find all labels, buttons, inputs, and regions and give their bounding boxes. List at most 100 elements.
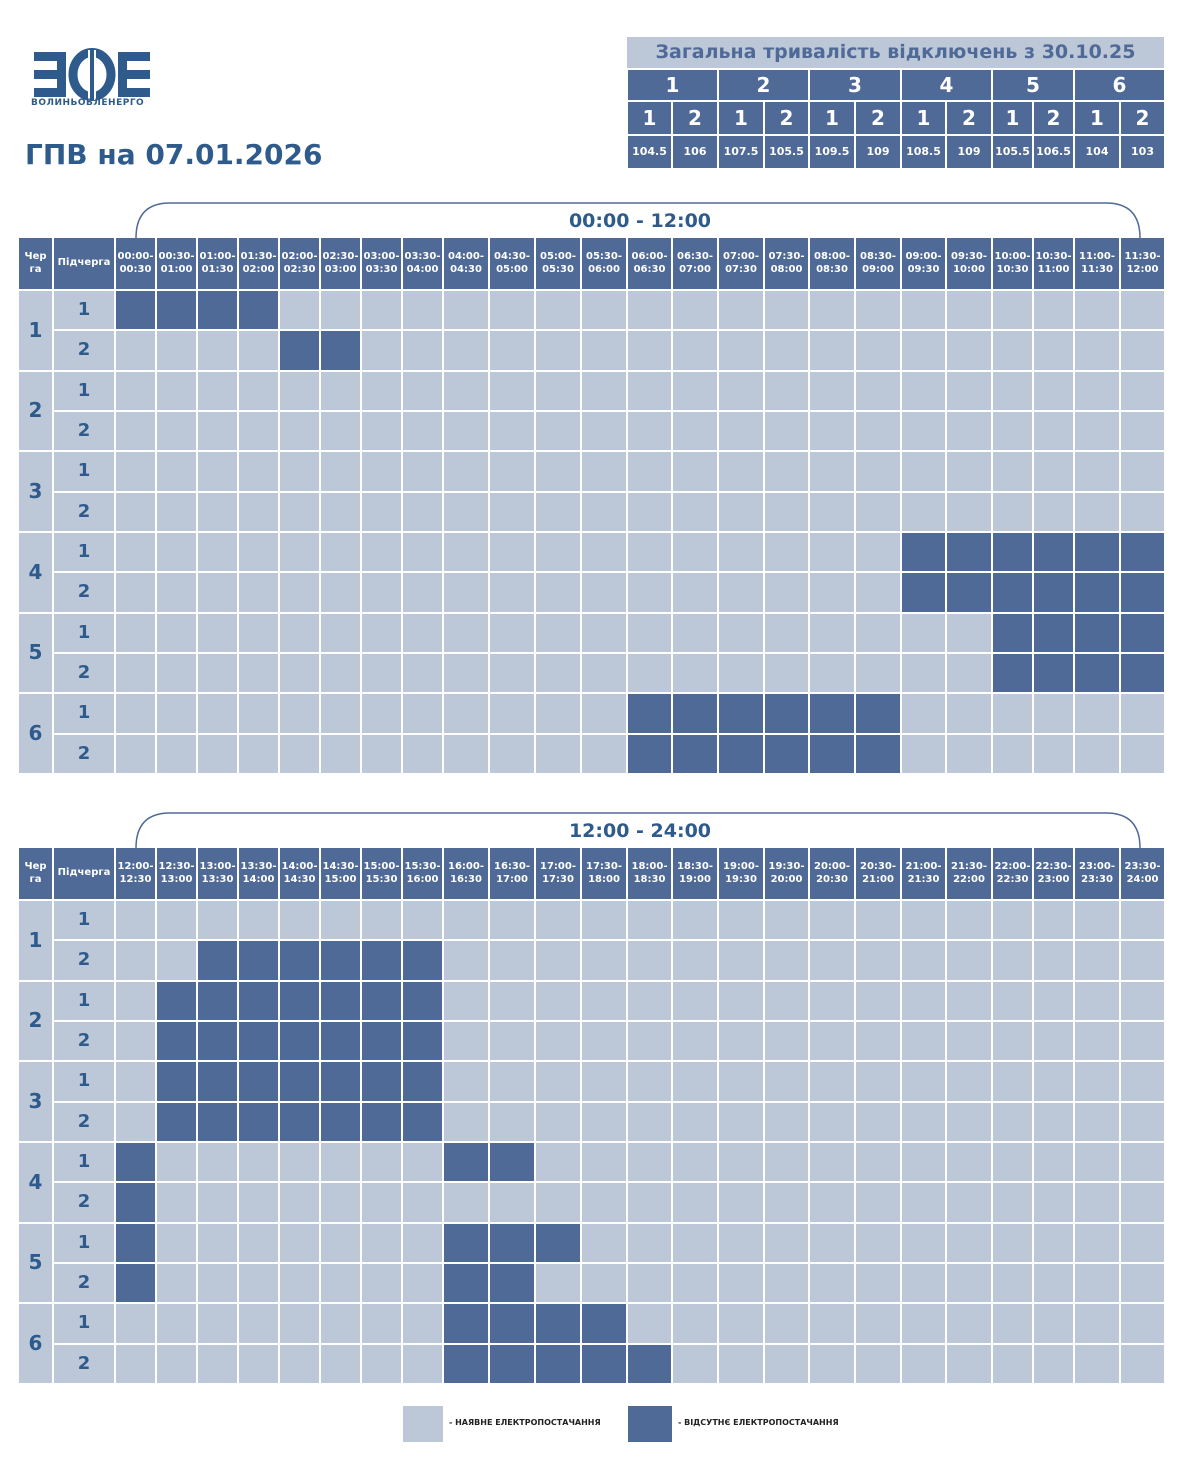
schedule-cell (157, 1183, 198, 1224)
schedule-cell (321, 1344, 362, 1385)
schedule-cell (582, 331, 628, 372)
time-header: 20:00- 20:30 (810, 848, 856, 901)
schedule-cell (321, 981, 362, 1022)
schedule-cell (1121, 1263, 1166, 1305)
schedule-cell (536, 411, 582, 453)
schedule-cell (490, 331, 536, 372)
schedule-cell (536, 694, 582, 735)
schedule-cell (628, 452, 673, 493)
schedule-cell (490, 734, 536, 775)
schedule-cell (1121, 411, 1166, 453)
subqueue-label: 1 (54, 1223, 116, 1264)
time-label: 10:00 (953, 263, 985, 275)
schedule-cell (856, 532, 902, 574)
schedule-cell (403, 901, 444, 942)
summary-subgroup: 1 (993, 102, 1034, 136)
schedule-cell (947, 573, 993, 614)
schedule-cell (673, 1142, 719, 1184)
summary-title: Загальна тривалість відключень з 30.10.2… (627, 37, 1166, 70)
time-label: 03:30- (404, 251, 441, 262)
schedule-cell (1121, 331, 1166, 372)
period-label: 12:00 - 24:00 (568, 820, 712, 842)
queue-label: 2 (19, 371, 54, 453)
schedule-cell (1075, 1344, 1121, 1385)
time-label: 06:30 (633, 263, 666, 275)
schedule-cell (362, 941, 403, 982)
schedule-cell (444, 1142, 490, 1184)
schedule-cell (1075, 1062, 1121, 1103)
schedule-cell (993, 1142, 1034, 1184)
subqueue-label: 1 (54, 1142, 116, 1184)
schedule-cell (490, 411, 536, 453)
schedule-cell (673, 901, 719, 942)
schedule-cell (1075, 452, 1121, 493)
schedule-cell (280, 941, 321, 982)
schedule-cell (856, 1102, 902, 1143)
schedule-cell (993, 331, 1034, 372)
schedule-cell (403, 1102, 444, 1143)
schedule-cell (116, 1142, 157, 1184)
schedule-cell (157, 452, 198, 493)
schedule-cell (1121, 613, 1166, 654)
schedule-cell (280, 1102, 321, 1143)
schedule-cell (856, 411, 902, 453)
schedule-cell (993, 291, 1034, 332)
schedule-cell (403, 1223, 444, 1264)
schedule-cell (1034, 1021, 1075, 1063)
schedule-cell (444, 291, 490, 332)
schedule-cell (280, 452, 321, 493)
schedule-cell (993, 694, 1034, 735)
time-label: 20:00 (770, 873, 803, 885)
time-label: 15:00 (324, 873, 357, 885)
schedule-cell (362, 981, 403, 1022)
schedule-cell (856, 1223, 902, 1264)
schedule-cell (856, 734, 902, 775)
schedule-cell (1034, 734, 1075, 775)
schedule-cell (719, 492, 765, 533)
schedule-cell (673, 1021, 719, 1063)
period-bracket (135, 812, 1141, 849)
schedule-cell (490, 1223, 536, 1264)
schedule-cell (1075, 941, 1121, 982)
subqueue-label: 2 (54, 734, 116, 775)
summary-hours: 104.5 (628, 136, 673, 170)
schedule-cell (628, 291, 673, 332)
schedule-cell (321, 1183, 362, 1224)
time-label: 16:00 (406, 873, 439, 885)
schedule-cell (628, 492, 673, 533)
schedule-cell (1034, 291, 1075, 332)
schedule-cell (1075, 1021, 1121, 1063)
schedule-cell (582, 981, 628, 1022)
schedule-cell (673, 573, 719, 614)
schedule-cell (490, 901, 536, 942)
summary-subgroup: 1 (719, 102, 765, 136)
schedule-cell (902, 734, 947, 775)
schedule-cell (239, 1183, 280, 1224)
schedule-cell (403, 1183, 444, 1224)
schedule-cell (993, 573, 1034, 614)
schedule-cell (157, 613, 198, 654)
schedule-cell (765, 981, 810, 1022)
schedule-cell (1075, 981, 1121, 1022)
subqueue-header: Підчерга (54, 848, 116, 901)
logo-shape (118, 52, 127, 97)
schedule-cell (536, 901, 582, 942)
schedule-cell (856, 1183, 902, 1224)
schedule-cell (902, 1263, 947, 1305)
time-label: 23:30- (1124, 861, 1161, 872)
schedule-cell (403, 694, 444, 735)
schedule-cell (993, 1183, 1034, 1224)
schedule-cell (1075, 901, 1121, 942)
schedule-cell (490, 1021, 536, 1063)
schedule-cell (280, 371, 321, 412)
schedule-cell (239, 411, 280, 453)
schedule-cell (116, 331, 157, 372)
schedule-cell (582, 492, 628, 533)
queue-label: 6 (19, 694, 54, 775)
schedule-cell (198, 331, 239, 372)
schedule-cell (157, 1062, 198, 1103)
schedule-cell (628, 1344, 673, 1385)
schedule-cell (490, 941, 536, 982)
schedule-cell (902, 1062, 947, 1103)
schedule-cell (993, 901, 1034, 942)
